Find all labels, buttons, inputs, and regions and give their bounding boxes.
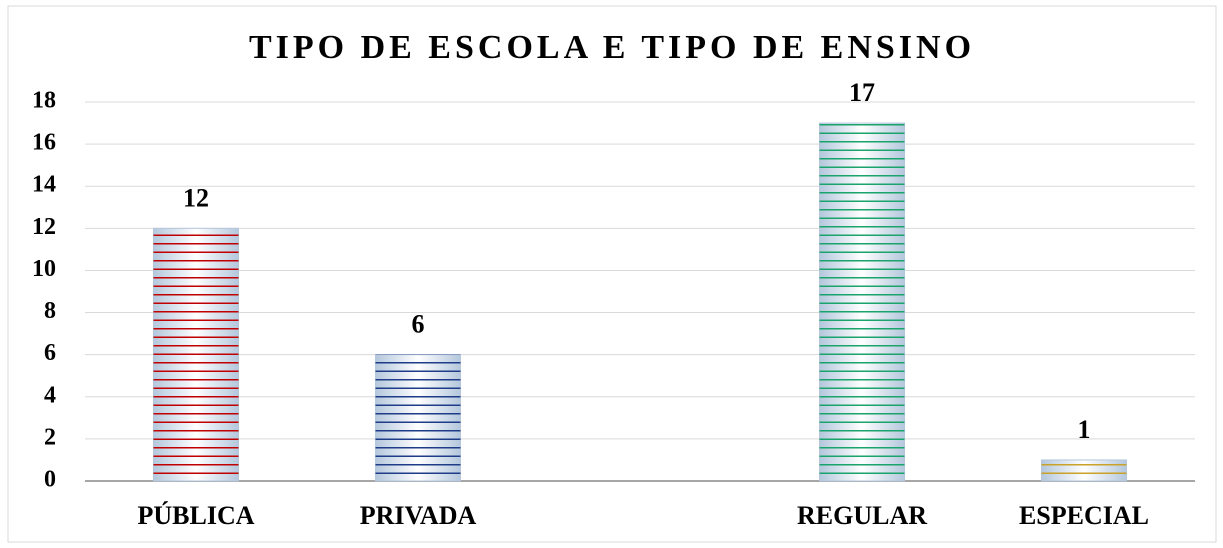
x-tick-label: REGULAR (797, 501, 927, 530)
y-tick-label: 2 (44, 424, 56, 450)
bar-stripes (375, 354, 461, 481)
data-label: 1 (1078, 415, 1091, 444)
x-tick-label: PÚBLICA (137, 501, 254, 530)
chart-title: TIPO DE ESCOLA E TIPO DE ENSINO (249, 29, 975, 66)
y-tick-label: 0 (44, 467, 56, 493)
y-tick-label: 14 (32, 172, 56, 198)
x-tick-label: ESPECIAL (1019, 501, 1149, 530)
y-tick-label: 10 (32, 256, 56, 282)
y-tick-label: 8 (44, 298, 56, 324)
y-tick-label: 16 (32, 130, 56, 156)
bar-stripes (819, 123, 905, 482)
bar-stripes (1041, 459, 1127, 481)
data-label: 17 (849, 78, 875, 107)
y-tick-label: 18 (32, 88, 56, 114)
y-tick-label: 6 (44, 340, 56, 366)
data-label: 6 (412, 310, 425, 339)
y-tick-label: 12 (32, 214, 56, 240)
y-tick-label: 4 (44, 382, 56, 408)
data-label: 12 (183, 183, 209, 212)
bar-stripes (153, 228, 239, 481)
x-tick-label: PRIVADA (360, 501, 477, 530)
